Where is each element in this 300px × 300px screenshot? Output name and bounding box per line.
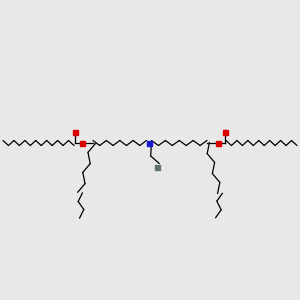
Bar [215, 140, 220, 146]
Bar [73, 130, 77, 134]
Bar [223, 130, 227, 134]
Bar [154, 164, 160, 169]
Bar [146, 140, 152, 146]
Bar [80, 140, 85, 146]
